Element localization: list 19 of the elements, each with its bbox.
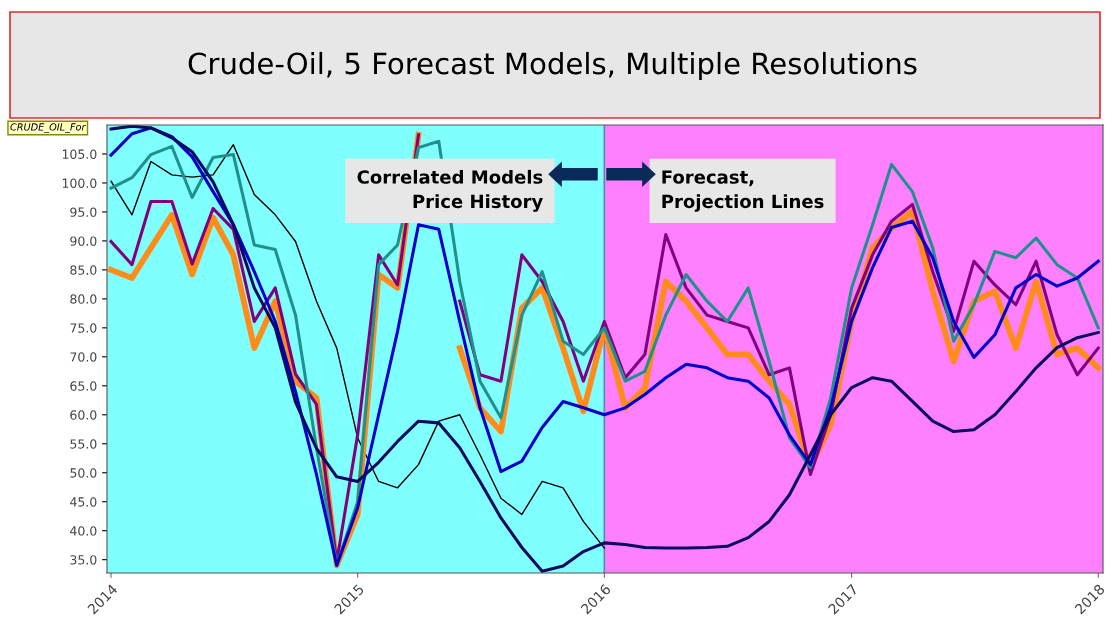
y-tick-label: 65.0 <box>70 381 97 391</box>
y-tick-label: 85.0 <box>70 265 97 275</box>
y-tick-label: 90.0 <box>70 236 97 246</box>
annotation: Correlated Models Price History <box>357 169 543 212</box>
y-tick-label: 100.0 <box>62 178 97 188</box>
y-tick-label: 95.0 <box>70 207 97 217</box>
y-tick-label: 50.0 <box>70 468 97 478</box>
y-tick-label: 80.0 <box>70 294 97 304</box>
y-tick-label: 40.0 <box>70 526 97 536</box>
y-tick-label: 55.0 <box>70 439 97 449</box>
text: CRUDE_OIL_For <box>10 123 86 133</box>
y-tick-label: 45.0 <box>70 497 97 507</box>
annotation: Forecast, Projection Lines <box>662 170 824 212</box>
y-tick-label: 60.0 <box>70 410 97 420</box>
y-tick-label: 105.0 <box>62 149 97 159</box>
y-tick-label: 75.0 <box>70 323 97 333</box>
y-tick-label: 35.0 <box>70 555 97 565</box>
y-tick-label: 70.0 <box>70 352 97 362</box>
chart-title: Crude-Oil, 5 Forecast Models, Multiple Resolutions <box>188 51 917 81</box>
